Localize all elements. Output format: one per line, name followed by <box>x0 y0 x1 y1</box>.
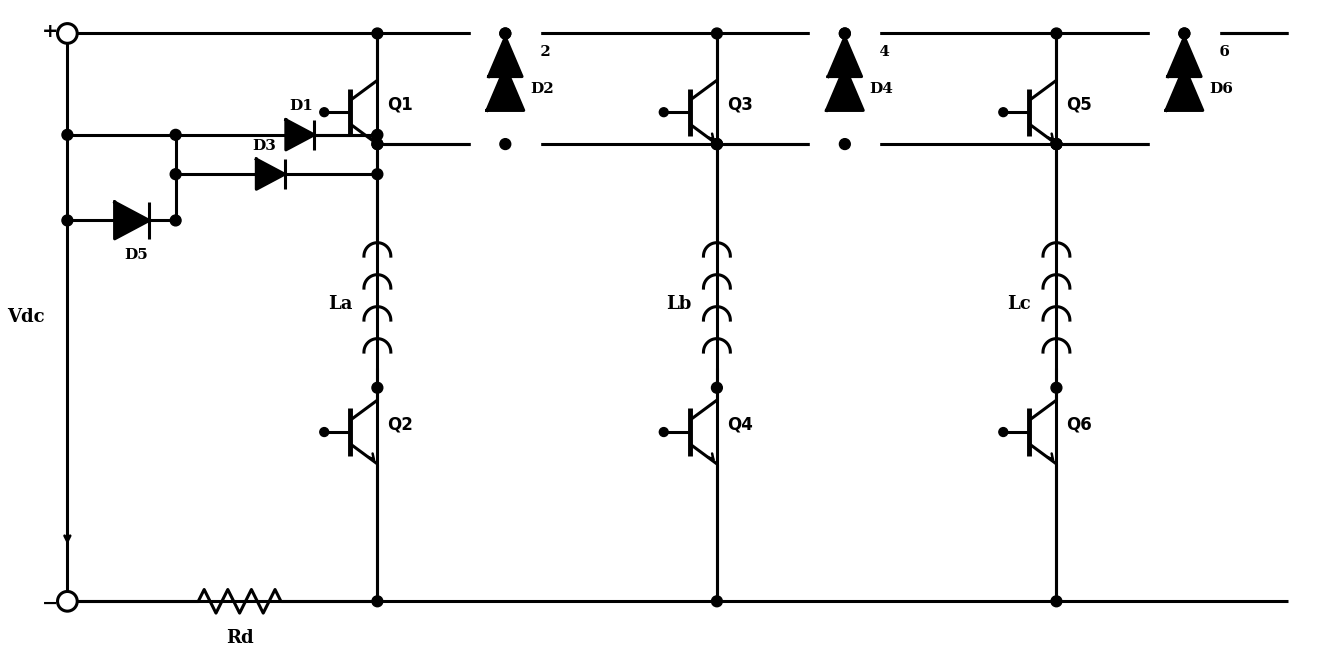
Text: Q4: Q4 <box>727 415 752 433</box>
Text: −: − <box>41 594 58 613</box>
Text: Q2: Q2 <box>387 415 413 433</box>
Circle shape <box>839 139 850 149</box>
Text: Lc: Lc <box>1008 295 1031 313</box>
Circle shape <box>1051 139 1062 149</box>
Circle shape <box>711 382 723 393</box>
Circle shape <box>372 129 383 140</box>
Circle shape <box>1178 28 1190 39</box>
Text: Vdc: Vdc <box>7 308 45 326</box>
Circle shape <box>659 428 669 437</box>
Polygon shape <box>257 159 285 190</box>
Bar <box>471 29 540 149</box>
Text: D4: D4 <box>866 45 890 59</box>
Text: D4: D4 <box>870 82 894 96</box>
Circle shape <box>372 169 383 180</box>
Circle shape <box>1051 28 1062 39</box>
Bar <box>810 29 879 149</box>
Circle shape <box>372 28 383 39</box>
Text: D2: D2 <box>527 45 551 59</box>
Polygon shape <box>828 37 862 77</box>
Circle shape <box>62 129 73 140</box>
Circle shape <box>711 28 723 39</box>
Polygon shape <box>487 67 524 110</box>
Polygon shape <box>115 202 150 239</box>
Circle shape <box>711 139 723 149</box>
Circle shape <box>320 428 328 437</box>
Polygon shape <box>1168 37 1201 77</box>
Circle shape <box>1051 382 1062 393</box>
Circle shape <box>372 139 383 149</box>
Text: D1: D1 <box>290 99 314 113</box>
Circle shape <box>171 169 181 180</box>
Polygon shape <box>489 37 522 77</box>
Text: D6: D6 <box>1209 82 1233 96</box>
Circle shape <box>500 28 511 39</box>
Polygon shape <box>286 120 314 150</box>
Polygon shape <box>1166 67 1202 110</box>
Bar <box>1151 29 1219 149</box>
Circle shape <box>500 28 511 39</box>
Circle shape <box>711 596 723 607</box>
Text: D2: D2 <box>530 82 553 96</box>
Circle shape <box>998 428 1008 437</box>
Text: D6: D6 <box>1206 45 1230 59</box>
Circle shape <box>372 596 383 607</box>
Circle shape <box>372 139 383 149</box>
Text: La: La <box>328 295 352 313</box>
Text: Rd: Rd <box>226 629 253 647</box>
Circle shape <box>711 139 723 149</box>
Circle shape <box>171 129 181 140</box>
Circle shape <box>500 139 511 149</box>
Circle shape <box>320 108 328 117</box>
Circle shape <box>62 215 73 226</box>
Text: Q1: Q1 <box>387 95 413 114</box>
Circle shape <box>659 108 669 117</box>
Polygon shape <box>826 67 863 110</box>
Text: Q3: Q3 <box>727 95 752 114</box>
Circle shape <box>1178 28 1190 39</box>
Circle shape <box>1051 139 1062 149</box>
Text: D5: D5 <box>124 248 148 262</box>
Circle shape <box>171 215 181 226</box>
Text: Q6: Q6 <box>1066 415 1092 433</box>
Circle shape <box>839 28 850 39</box>
Circle shape <box>1051 596 1062 607</box>
Circle shape <box>57 591 77 611</box>
Circle shape <box>372 382 383 393</box>
Text: +: + <box>41 22 58 41</box>
Circle shape <box>839 28 850 39</box>
Circle shape <box>998 108 1008 117</box>
Circle shape <box>57 23 77 43</box>
Text: Q5: Q5 <box>1066 95 1092 114</box>
Circle shape <box>1051 139 1062 149</box>
Text: D3: D3 <box>253 138 277 153</box>
Circle shape <box>711 139 723 149</box>
Text: Lb: Lb <box>666 295 691 313</box>
